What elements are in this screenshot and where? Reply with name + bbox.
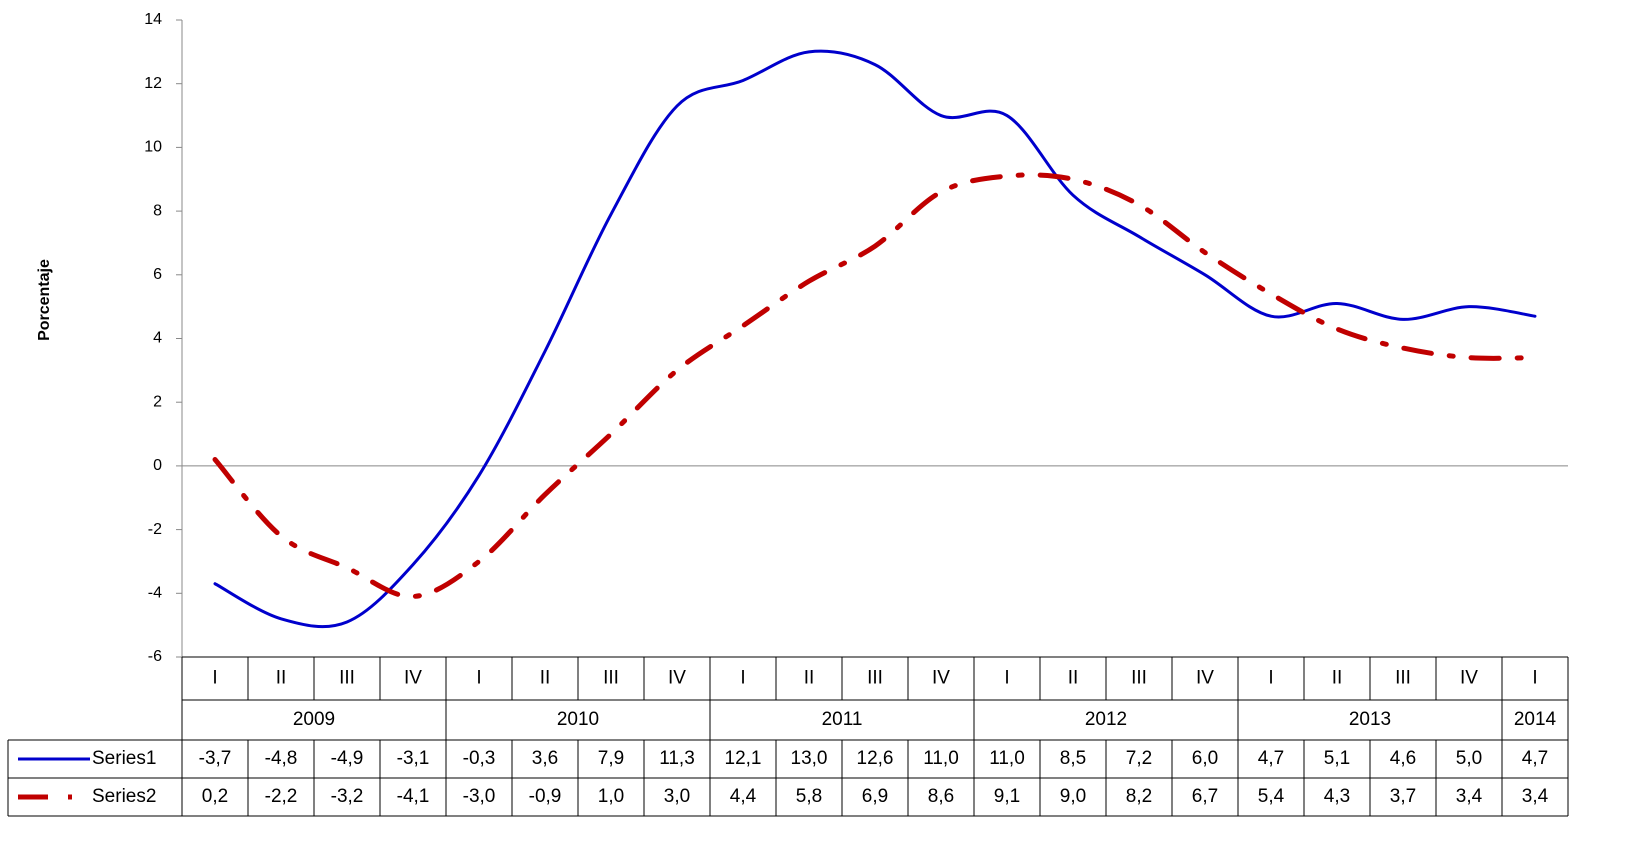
year-label: 2011 [822, 709, 863, 730]
x-tick-label: I [1532, 668, 1537, 689]
x-tick-label: I [1268, 668, 1273, 689]
data-label: 5,1 [1324, 748, 1350, 769]
x-tick-label: III [1131, 668, 1147, 689]
data-label: -4,1 [397, 786, 430, 807]
data-label: 5,0 [1456, 748, 1482, 769]
x-tick-label: III [1395, 668, 1411, 689]
y-tick-label: 6 [153, 266, 162, 283]
legend-label: Series1 [92, 748, 156, 769]
year-label: 2013 [1349, 709, 1391, 730]
data-label: 5,8 [796, 786, 822, 807]
x-tick-label: II [540, 668, 551, 689]
y-tick-label: -4 [148, 585, 162, 602]
data-label: -0,9 [529, 786, 562, 807]
data-label: 13,0 [791, 748, 828, 769]
x-tick-label: II [1068, 668, 1079, 689]
y-tick-label: 8 [153, 202, 162, 219]
year-label: 2014 [1514, 709, 1557, 730]
x-tick-label: IV [1460, 668, 1478, 689]
data-label: 9,0 [1060, 786, 1086, 807]
data-label: -3,0 [463, 786, 496, 807]
data-label: 8,2 [1126, 786, 1152, 807]
series-line [212, 172, 1538, 599]
data-label: -3,1 [397, 748, 430, 769]
data-label: 0,2 [202, 786, 228, 807]
year-label: 2010 [557, 709, 599, 730]
x-tick-label: II [276, 668, 287, 689]
data-label: -4,8 [265, 748, 298, 769]
y-tick-label: 14 [144, 11, 162, 28]
x-tick-label: I [212, 668, 217, 689]
data-label: -3,2 [331, 786, 364, 807]
x-tick-label: IV [1196, 668, 1214, 689]
x-tick-label: IV [404, 668, 422, 689]
y-tick-label: 12 [144, 75, 162, 92]
series-line [213, 49, 1537, 629]
data-label: 3,0 [664, 786, 690, 807]
data-label: 6,0 [1192, 748, 1218, 769]
data-label: 8,6 [928, 786, 954, 807]
data-label: 8,5 [1060, 748, 1086, 769]
data-label: 11,0 [923, 748, 959, 769]
data-label: 12,1 [725, 748, 762, 769]
y-axis-label: Porcentaje [36, 259, 53, 341]
data-label: -4,9 [331, 748, 364, 769]
data-label: 7,2 [1126, 748, 1152, 769]
x-tick-label: III [339, 668, 355, 689]
data-label: 3,6 [532, 748, 558, 769]
x-tick-label: II [1332, 668, 1343, 689]
x-tick-label: IV [668, 668, 686, 689]
data-label: -3,7 [199, 748, 232, 769]
data-label: 4,6 [1390, 748, 1416, 769]
x-tick-label: I [740, 668, 745, 689]
data-label: -2,2 [265, 786, 298, 807]
data-label: 5,4 [1258, 786, 1285, 807]
x-tick-label: I [1004, 668, 1009, 689]
y-tick-label: -2 [148, 521, 162, 538]
year-label: 2009 [293, 709, 335, 730]
data-label: 12,6 [857, 748, 894, 769]
data-label: 3,4 [1522, 786, 1549, 807]
y-tick-label: 2 [153, 393, 162, 410]
data-label: 1,0 [598, 786, 624, 807]
y-tick-label: 0 [153, 457, 162, 474]
data-label: 6,7 [1192, 786, 1218, 807]
legend-label: Series2 [92, 786, 156, 807]
data-label: 3,7 [1390, 786, 1416, 807]
data-label: 11,0 [989, 748, 1025, 769]
data-label: 4,7 [1522, 748, 1548, 769]
year-label: 2012 [1085, 709, 1127, 730]
y-tick-label: 4 [153, 330, 162, 347]
data-label: -0,3 [463, 748, 496, 769]
x-tick-label: III [603, 668, 619, 689]
data-label: 9,1 [994, 786, 1020, 807]
data-label: 6,9 [862, 786, 888, 807]
x-tick-label: IV [932, 668, 950, 689]
y-tick-label: 10 [144, 139, 162, 156]
x-tick-label: II [804, 668, 815, 689]
data-label: 4,3 [1324, 786, 1350, 807]
data-label: 4,7 [1258, 748, 1284, 769]
y-tick-label: -6 [148, 648, 162, 665]
data-label: 7,9 [598, 748, 624, 769]
x-tick-label: III [867, 668, 883, 689]
x-tick-label: I [476, 668, 481, 689]
data-label: 11,3 [659, 748, 695, 769]
data-label: 3,4 [1456, 786, 1483, 807]
data-label: 4,4 [730, 786, 757, 807]
